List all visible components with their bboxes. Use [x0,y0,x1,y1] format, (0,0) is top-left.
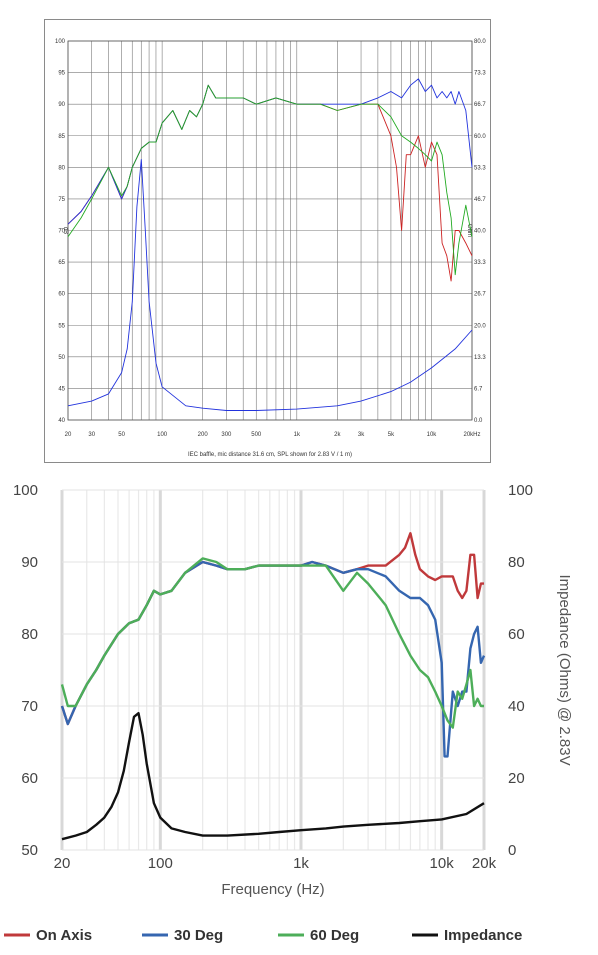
series-line-impedance [67,158,473,411]
x-tick-label: 100 [148,855,173,872]
x-tick-label: 30 [88,432,95,438]
x-tick-label: 3k [358,432,365,438]
y-axis-label-right: Impedance (Ohms) @ 2.83V [556,574,573,765]
y-tick-label-left: 65 [58,260,65,266]
y-tick-label-right: 100 [508,482,533,499]
y-tick-label-left: 50 [58,355,65,361]
x-tick-label: 200 [198,432,209,438]
y-tick-label-left: 95 [58,71,65,77]
y-tick-label-left: 50 [21,842,38,859]
x-tick-label: 2k [334,432,341,438]
y-tick-label-left: 80 [58,165,65,171]
x-tick-label: 10k [427,432,438,438]
y-tick-label-right: 0 [508,842,516,859]
y-tick-label-left: 40 [58,418,65,424]
legend-label-30-deg: 30 Deg [174,927,223,944]
series-line-60-deg [60,557,484,729]
y-tick-label-left: 80 [21,626,38,643]
y-tick-label-right: 26.7 [474,292,486,298]
top-chart-frame [44,19,491,463]
x-tick-label: 10k [430,855,455,872]
y-tick-label-left: 100 [13,482,38,499]
legend-label-on-axis: On Axis [36,927,92,944]
x-tick-label: 20k [472,855,497,872]
y-tick-label-right: 80.0 [474,39,486,45]
x-tick-label: 300 [221,432,232,438]
y-tick-label-left: 75 [58,197,65,203]
plot-border [67,40,473,421]
x-tick-label: 1k [294,432,301,438]
y-tick-label-right: 46.7 [474,197,486,203]
y-tick-label-left: 100 [55,39,66,45]
y-tick-label-right: 73.3 [474,71,486,77]
y-tick-label-right: 0.0 [474,418,483,424]
y-axis-label-right: Ohm [466,224,472,237]
y-tick-label-right: 13.3 [474,355,486,361]
y-tick-label-left: 55 [58,323,65,329]
legend-label-impedance: Impedance [444,927,522,944]
y-axis-label-left: dB [62,227,68,234]
x-tick-label: 20 [54,855,71,872]
x-tick-label: 20 [65,432,72,438]
x-tick-label: 100 [157,432,168,438]
x-tick-label: 50 [118,432,125,438]
y-tick-label-left: 90 [21,554,38,571]
y-tick-label-right: 66.7 [474,102,486,108]
x-tick-label: 5k [388,432,395,438]
y-tick-label-right: 80 [508,554,525,571]
y-tick-label-right: 33.3 [474,260,486,266]
x-tick-label: 20kHz [463,432,480,438]
x-axis-label: IEC baffle, mic distance 31.6 cm, SPL sh… [188,452,352,458]
y-tick-label-right: 40 [508,698,525,715]
y-tick-label-right: 53.3 [474,165,486,171]
x-axis-label: Frequency (Hz) [221,881,324,898]
y-tick-label-left: 85 [58,134,65,140]
bottom-chart: 100 90 80 70 60 50 100 80 60 40 20 0 20 100 1k 10k 20k Fr… [4,482,573,944]
series-line-60-deg [67,84,473,276]
y-tick-label-right: 40.0 [474,229,486,235]
y-tick-label-right: 6.7 [474,386,483,392]
y-tick-label-left: 90 [58,102,65,108]
y-tick-label-right: 60 [508,626,525,643]
y-tick-label-left: 60 [58,292,65,298]
y-tick-label-left: 45 [58,386,65,392]
y-tick-label-left: 70 [21,698,38,715]
series-line-on-axis [67,84,473,282]
y-tick-label-left: 70 [58,229,65,235]
top-chart: 100 95 90 85 80 75 70 65 60 55 50 45 40 80.0 73.3 66.7 6… [55,39,486,458]
y-tick-label-left: 60 [21,770,38,787]
y-tick-label-right: 60.0 [474,134,486,140]
y-tick-label-right: 20 [508,770,525,787]
y-tick-label-right: 20.0 [474,323,486,329]
x-tick-label: 500 [251,432,262,438]
legend-label-60-deg: 60 Deg [310,927,359,944]
x-tick-label: 1k [293,855,309,872]
series-line-impedance [61,711,485,841]
series-line-30-deg [67,78,473,225]
